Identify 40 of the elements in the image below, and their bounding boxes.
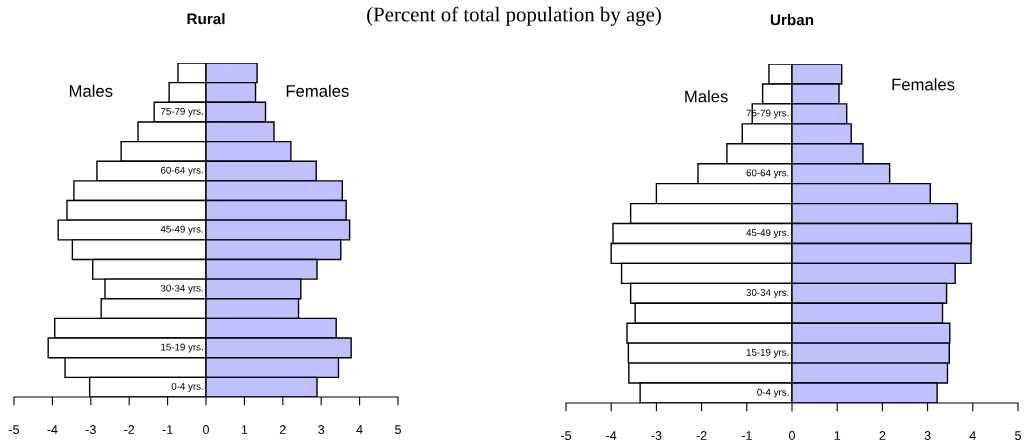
chart-title: Urban <box>770 14 814 26</box>
y-tick-label: 60-64 yrs. <box>160 166 203 176</box>
x-tick-label: 2 <box>879 431 886 440</box>
y-tick-label: 30-34 yrs. <box>746 289 789 298</box>
x-tick-label: -2 <box>124 425 135 434</box>
series-label: Females <box>286 84 349 97</box>
x-tick-label: 2 <box>279 425 286 434</box>
series-label: Males <box>685 90 728 103</box>
x-tick-label: 5 <box>395 425 401 434</box>
x-tick-label: -5 <box>9 425 20 434</box>
y-tick-label: 0-4 yrs. <box>757 388 789 398</box>
x-tick-label: -4 <box>606 431 617 440</box>
x-tick-label: 1 <box>834 431 841 440</box>
x-tick-label: 0 <box>789 431 795 440</box>
x-tick-label: 4 <box>969 431 976 440</box>
x-tick-label: -1 <box>162 425 173 434</box>
x-tick-label: -1 <box>741 431 752 440</box>
chart-title: Rural <box>187 13 225 25</box>
text: Females <box>892 78 955 91</box>
x-tick-label: 5 <box>1015 431 1021 440</box>
y-tick-label: 45-49 yrs. <box>160 225 203 235</box>
x-tick-label: 3 <box>318 425 325 434</box>
y-tick-label: 15-19 yrs. <box>161 343 203 353</box>
y-tick-label: 30-34 yrs. <box>160 284 203 294</box>
text: Males <box>69 84 113 97</box>
x-tick-label: 4 <box>356 425 363 434</box>
x-tick-label: -2 <box>696 431 707 440</box>
y-tick-label: 45-49 yrs. <box>746 229 789 239</box>
x-tick-label: -5 <box>561 431 572 440</box>
text: (Percent of total population by age) <box>367 6 661 26</box>
y-tick-label: 60-64 yrs. <box>746 169 789 179</box>
x-tick-label: 0 <box>203 425 209 434</box>
x-tick-label: 3 <box>924 431 931 440</box>
x-tick-label: -3 <box>651 431 662 440</box>
x-tick-label: -3 <box>85 425 96 434</box>
x-tick-label: 1 <box>241 425 248 434</box>
y-tick-label: 0-4 yrs. <box>171 382 203 392</box>
x-tick-label: -4 <box>47 425 58 434</box>
y-tick-label: 15-19 yrs. <box>746 348 789 358</box>
y-tick-label: 75-79 yrs. <box>160 107 203 117</box>
